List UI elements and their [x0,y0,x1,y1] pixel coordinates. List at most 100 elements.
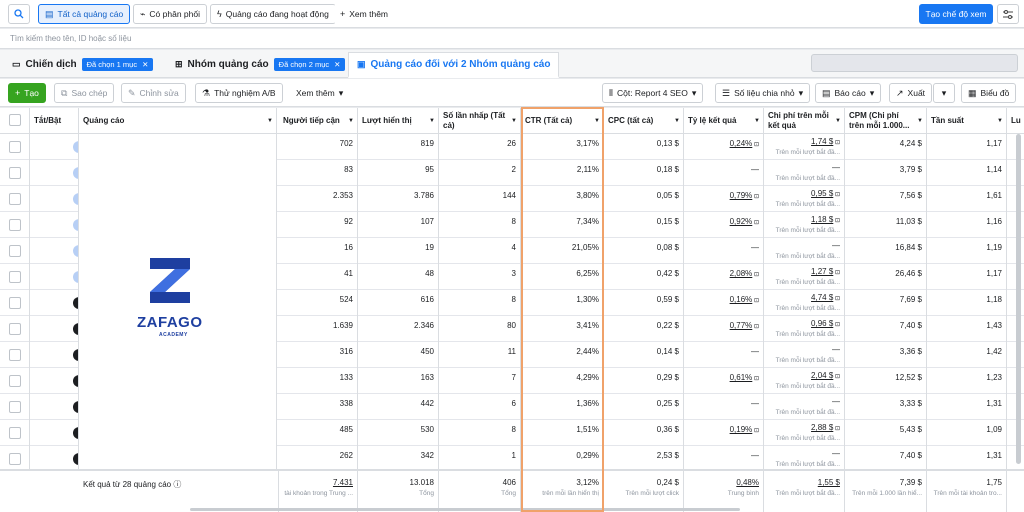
info-icon[interactable]: ⊡ [833,140,840,146]
row-checkbox[interactable] [9,271,21,283]
info-icon[interactable]: ⊡ [752,428,759,434]
row-checkbox[interactable] [9,375,21,387]
cell-cpr-value[interactable]: 1,27 $ [811,267,834,276]
info-icon[interactable]: ⊡ [752,272,759,278]
cell-cpr-value[interactable]: 0,95 $ [811,189,834,198]
cell-cpr-value[interactable]: 2,04 $ [811,371,834,380]
info-icon[interactable]: ⊡ [752,324,759,330]
table-row[interactable]: 1.639 2.346 80 3,41% 0,22 $0,77% ⊡ 0,96 $ ⊡ Tr… [0,316,1024,342]
delivery-toggle[interactable] [73,141,78,153]
cell-rate-value[interactable]: 0,77% [729,321,753,330]
total-cpr-value[interactable]: 1,55 $ [817,478,840,487]
row-checkbox[interactable] [9,167,21,179]
more-views-button[interactable]: + Xem thêm [334,4,395,24]
col-frequency[interactable]: Tần suất ▼ [927,108,1007,134]
vertical-scrollbar[interactable] [1016,134,1021,464]
row-checkbox[interactable] [9,349,21,361]
search-input[interactable]: Tìm kiếm theo tên, ID hoặc số liệu [0,29,1024,49]
cell-rate-value[interactable]: 0,61% [729,373,753,382]
col-toggle[interactable]: Tắt/Bật [30,108,79,134]
table-row[interactable]: 92 107 8 7,34% 0,15 $0,92% ⊡ 1,18 $ ⊡ Trên mỗi… [0,212,1024,238]
info-icon[interactable]: ⊡ [833,374,840,380]
col-cost-per-result[interactable]: Chi phí trên mỗi kết quả ▼ [764,108,845,134]
cell-rate-value[interactable]: 0,16% [729,295,753,304]
cell-rate-value[interactable]: 0,79% [729,191,753,200]
close-icon[interactable]: ✕ [142,59,149,69]
duplicate-button[interactable]: ⧉ Sao chép [54,83,115,103]
cell-cpr-value[interactable]: 4,74 $ [811,293,834,302]
info-icon[interactable]: ⊡ [833,426,840,432]
total-reach-value[interactable]: 7.431 [332,478,353,487]
row-checkbox[interactable] [9,297,21,309]
cell-rate-value[interactable]: 0,24% [729,139,753,148]
adset-selected-chip[interactable]: Đã chọn 2 mục ✕ [273,57,346,71]
info-icon[interactable]: ⊡ [833,192,840,198]
cell-rate-value[interactable]: 0,92% [729,217,753,226]
tab-ads[interactable]: ▣ Quảng cáo đối với 2 Nhóm quảng cáo [348,52,560,78]
campaign-selected-chip[interactable]: Đã chọn 1 mục ✕ [81,57,154,71]
tab-delivering[interactable]: ⌁ Có phân phối [133,4,207,24]
delivery-toggle[interactable] [73,245,78,257]
info-icon[interactable]: ⊡ [752,194,759,200]
col-reach[interactable]: Người tiếp cận ▼ [279,108,358,134]
cell-rate-value[interactable]: 2,08% [729,269,753,278]
cell-cpr-value[interactable]: 1,18 $ [811,215,834,224]
close-icon[interactable]: ✕ [334,59,341,69]
horizontal-scrollbar[interactable] [190,508,740,511]
total-result-rate-value[interactable]: 0,48% [736,478,759,487]
ab-test-button[interactable]: ⚗ Thử nghiệm A/B [195,83,283,103]
tab-campaigns[interactable]: ▭ Chiến dịch Đã chọn 1 mục ✕ [4,52,161,76]
row-checkbox[interactable] [9,245,21,257]
settings-button[interactable] [997,4,1019,24]
table-row[interactable]: 41 48 3 6,25% 0,42 $2,08% ⊡ 1,27 $ ⊡ Trên mỗi … [0,264,1024,290]
table-row[interactable]: 16 19 4 21,05% 0,08 $ — — Trên mỗi lượt bắt đầ.… [0,238,1024,264]
row-checkbox[interactable] [9,427,21,439]
reports-button[interactable]: ▤ Báo cáo ▾ [815,83,882,103]
breakdown-button[interactable]: ☰ Số liệu chia nhỏ ▾ [715,83,811,103]
col-ctr[interactable]: CTR (Tất cả) ▼ [521,108,604,134]
col-next[interactable]: Lu [1011,116,1021,125]
row-checkbox[interactable] [9,323,21,335]
row-checkbox[interactable] [9,219,21,231]
cell-cpr-value[interactable]: 1,74 $ [811,137,834,146]
info-icon[interactable]: ⊡ [752,220,759,226]
row-checkbox[interactable] [9,401,21,413]
col-result-rate[interactable]: Tỷ lệ kết quả ▼ [684,108,764,134]
chart-button[interactable]: ▦ Biểu đồ [961,83,1017,103]
info-icon[interactable]: ⊡ [752,376,759,382]
tab-all-ads[interactable]: ▤ Tất cả quảng cáo [38,4,131,24]
table-row[interactable]: 524 616 8 1,30% 0,59 $0,16% ⊡ 4,74 $ ⊡ Trên mỗ… [0,290,1024,316]
ad-preview-cell[interactable]: ZAFAGO ACADEMY [79,134,277,472]
tab-active-ads[interactable]: ϟ Quảng cáo đang hoạt động [210,4,336,24]
export-menu-button[interactable]: ▾ [933,83,955,103]
info-icon[interactable]: ⊡ [752,298,759,304]
info-icon[interactable]: ⊡ [752,142,759,148]
col-cpm[interactable]: CPM (Chi phí trên mỗi 1.000... ▼ [845,108,927,134]
cell-cpr-value[interactable]: 0,96 $ [811,319,834,328]
info-icon[interactable]: ⊡ [833,218,840,224]
info-icon[interactable]: ⊡ [833,322,840,328]
select-all-checkbox[interactable] [9,114,21,126]
more-actions-button[interactable]: Xem thêm ▾ [290,83,350,103]
info-icon[interactable]: ⓘ [173,480,182,489]
col-cpc[interactable]: CPC (tất cả) ▼ [604,108,684,134]
col-impressions[interactable]: Lượt hiển thị ▼ [358,108,439,134]
row-checkbox[interactable] [9,141,21,153]
col-clicks[interactable]: Số lần nhấp (Tất cả) ▼ [439,108,521,134]
delivery-toggle[interactable] [73,167,78,179]
create-button[interactable]: + Tạo [8,83,46,103]
row-checkbox[interactable] [9,193,21,205]
cell-cpr-value[interactable]: 2,88 $ [811,423,834,432]
row-checkbox[interactable] [9,453,21,465]
delivery-toggle[interactable] [73,193,78,205]
columns-button[interactable]: ⦀ Cột: Report 4 SEO ▾ [602,83,704,103]
export-button[interactable]: ↗ Xuất [889,83,933,103]
cell-rate-value[interactable]: 0,19% [729,425,753,434]
tab-adsets[interactable]: ⊞ Nhóm quảng cáo Đã chọn 2 mục ✕ [167,52,353,76]
create-view-button[interactable]: Tạo chế độ xem [919,4,993,24]
table-row[interactable]: 338 442 6 1,36% 0,25 $ — — Trên mỗi lượt bắt đầ… [0,394,1024,420]
delivery-toggle[interactable] [73,219,78,231]
table-row[interactable]: 702 819 26 3,17% 0,13 $0,24% ⊡ 1,74 $ ⊡ Trên m… [0,134,1024,160]
col-ad-name[interactable]: Quảng cáo ▼ [79,108,277,134]
info-icon[interactable]: ⊡ [833,270,840,276]
